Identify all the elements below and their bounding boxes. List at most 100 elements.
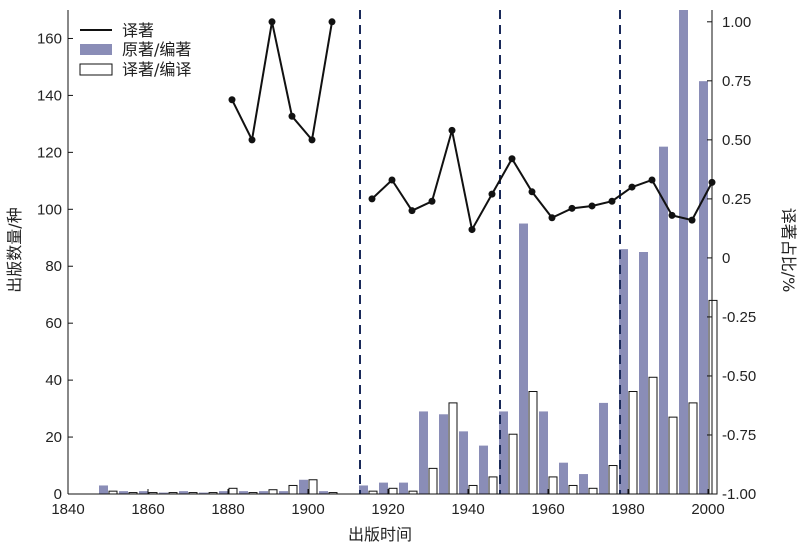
bar-translated bbox=[568, 484, 578, 495]
y-left-tick-label: 80 bbox=[45, 258, 62, 275]
bar-translated bbox=[288, 484, 298, 495]
y-left-tick-label: 60 bbox=[45, 315, 62, 332]
bar-translated bbox=[628, 391, 638, 495]
ratio-point bbox=[428, 197, 436, 205]
ratio-point bbox=[468, 226, 476, 234]
x-tick-label: 1940 bbox=[451, 501, 484, 518]
legend-swatch-translated bbox=[79, 63, 113, 76]
bar-original bbox=[239, 491, 248, 494]
ratio-point bbox=[368, 195, 376, 203]
y-right-tick-label: 0.50 bbox=[722, 132, 751, 149]
y-right-tick-label: 1.00 bbox=[722, 14, 751, 31]
legend-swatch-original bbox=[80, 44, 112, 55]
bar-original bbox=[679, 10, 688, 494]
bar-original bbox=[319, 491, 328, 494]
y-axis-right-title: 译著占比/% bbox=[779, 208, 798, 293]
ratio-point bbox=[668, 211, 676, 219]
ratio-point bbox=[568, 204, 576, 212]
bar-original bbox=[599, 402, 608, 494]
bar-original bbox=[439, 414, 448, 494]
x-tick-label: 2000 bbox=[691, 501, 724, 518]
ratio-point bbox=[548, 214, 556, 222]
bar-original bbox=[479, 445, 488, 494]
ratio-point bbox=[448, 126, 456, 134]
bar-translated bbox=[648, 376, 658, 495]
y-left-tick-label: 140 bbox=[37, 87, 62, 104]
bar-original bbox=[359, 485, 368, 494]
legend-label-translated: 译著/编译 bbox=[122, 60, 191, 79]
bar-translated bbox=[228, 487, 238, 495]
ratio-point bbox=[648, 176, 656, 184]
x-tick-label: 1880 bbox=[211, 501, 244, 518]
bar-translated bbox=[488, 476, 498, 495]
ratio-point bbox=[228, 96, 236, 104]
bar-original bbox=[159, 492, 168, 494]
bar-original bbox=[459, 431, 468, 494]
y-right-tick-label: -0.75 bbox=[722, 427, 756, 444]
y-right-tick-label: -1.00 bbox=[722, 486, 756, 503]
bar-original bbox=[379, 482, 388, 494]
y-left-tick-label: 160 bbox=[37, 30, 62, 47]
legend-label-original: 原著/编著 bbox=[122, 40, 191, 59]
bar-original bbox=[199, 492, 208, 494]
ratio-point bbox=[328, 18, 336, 26]
bar-original bbox=[399, 482, 408, 494]
bar-translated bbox=[668, 416, 678, 495]
bar-original bbox=[179, 491, 188, 494]
bar-original bbox=[499, 411, 508, 494]
bar-original bbox=[559, 462, 568, 494]
ratio-point bbox=[288, 112, 296, 120]
x-axis-title: 出版时间 bbox=[348, 525, 412, 544]
ratio-point bbox=[588, 202, 596, 210]
x-tick-label: 1840 bbox=[51, 501, 84, 518]
bar-translated bbox=[688, 402, 698, 495]
bar-original bbox=[659, 146, 668, 495]
bar-translated bbox=[608, 465, 618, 495]
ratio-point bbox=[628, 183, 636, 191]
ratio-point bbox=[248, 136, 256, 144]
bar-original bbox=[139, 491, 148, 494]
bar-original bbox=[579, 474, 588, 494]
legend-label-line: 译著 bbox=[122, 21, 154, 40]
y-right-tick-label: 0 bbox=[722, 250, 730, 267]
bar-original bbox=[279, 491, 288, 494]
tick-labels: 1840 1860 1880 1900 1920 1940 1960 1980 2000 0 20 4… bbox=[37, 14, 756, 518]
bar-translated bbox=[268, 489, 278, 495]
ratio-point bbox=[508, 155, 516, 163]
ratio-point bbox=[488, 190, 496, 198]
bar-original bbox=[219, 491, 228, 494]
bar-original bbox=[259, 491, 268, 494]
bar-original bbox=[539, 411, 548, 494]
bars-layer bbox=[99, 10, 718, 495]
bar-original bbox=[119, 491, 128, 494]
y-left-tick-label: 20 bbox=[45, 429, 62, 446]
y-left-tick-label: 40 bbox=[45, 372, 62, 389]
bar-translated bbox=[308, 479, 318, 495]
y-left-tick-label: 100 bbox=[37, 201, 62, 218]
ratio-line-segment bbox=[371, 130, 713, 233]
y-right-tick-label: -0.50 bbox=[722, 368, 756, 385]
y-left-tick-label: 120 bbox=[37, 144, 62, 161]
y-axis-left-title: 出版数量/种 bbox=[5, 207, 24, 292]
ratio-point bbox=[308, 136, 316, 144]
bar-original bbox=[519, 223, 528, 494]
bar-translated bbox=[388, 487, 398, 495]
y-right-tick-label: -0.25 bbox=[722, 309, 756, 326]
x-tick-label: 1860 bbox=[131, 501, 164, 518]
ratio-point bbox=[408, 207, 416, 215]
bar-original bbox=[619, 249, 628, 494]
ratio-point bbox=[388, 176, 396, 184]
bar-translated bbox=[528, 391, 538, 495]
period-dividers bbox=[359, 10, 621, 494]
bar-original bbox=[99, 485, 108, 494]
bar-original bbox=[639, 252, 648, 494]
bar-translated bbox=[588, 487, 598, 495]
x-tick-label: 1900 bbox=[291, 501, 324, 518]
legend: 译著 原著/编著 译著/编译 bbox=[79, 21, 191, 79]
bar-translated bbox=[468, 484, 478, 495]
bar-translated bbox=[708, 299, 718, 495]
bar-original bbox=[699, 81, 708, 495]
ratio-point bbox=[688, 216, 696, 224]
bar-translated bbox=[448, 402, 458, 495]
